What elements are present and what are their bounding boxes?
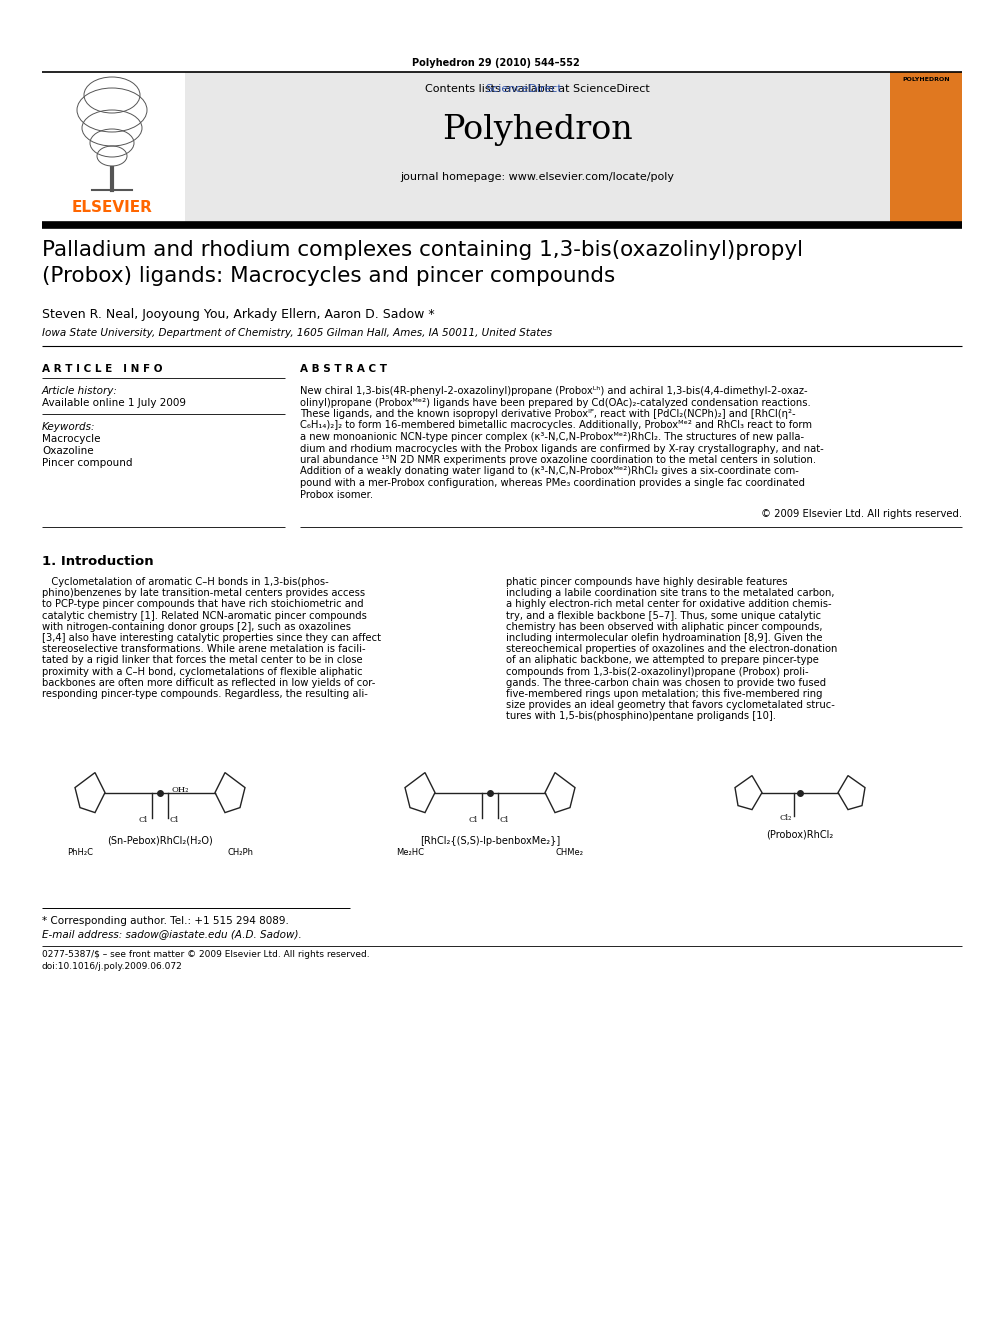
Text: ural abundance ¹⁵N 2D NMR experiments prove oxazoline coordination to the metal : ural abundance ¹⁵N 2D NMR experiments pr…	[300, 455, 816, 464]
Text: phino)benzenes by late transition-metal centers provides access: phino)benzenes by late transition-metal …	[42, 589, 365, 598]
Text: New chiral 1,3-bis(4R-phenyl-2-oxazolinyl)propane (Proboxᴸʰ) and achiral 1,3-bis: New chiral 1,3-bis(4R-phenyl-2-oxazoliny…	[300, 386, 807, 396]
Text: (Sn-Pebox)RhCl₂(H₂O): (Sn-Pebox)RhCl₂(H₂O)	[107, 836, 213, 845]
Text: Macrocycle: Macrocycle	[42, 434, 100, 445]
Text: (Probox)RhCl₂: (Probox)RhCl₂	[767, 830, 833, 840]
Text: PhH₂C: PhH₂C	[67, 848, 93, 856]
Text: dium and rhodium macrocycles with the Probox ligands are confirmed by X-ray crys: dium and rhodium macrocycles with the Pr…	[300, 443, 823, 454]
Text: with nitrogen-containing donor groups [2], such as oxazolines: with nitrogen-containing donor groups [2…	[42, 622, 351, 632]
Text: responding pincer-type compounds. Regardless, the resulting ali-: responding pincer-type compounds. Regard…	[42, 689, 368, 699]
Text: Cl: Cl	[170, 815, 180, 824]
Text: Iowa State University, Department of Chemistry, 1605 Gilman Hall, Ames, IA 50011: Iowa State University, Department of Che…	[42, 328, 553, 337]
Text: Polyhedron: Polyhedron	[442, 114, 633, 146]
Text: Steven R. Neal, Jooyoung You, Arkady Ellern, Aaron D. Sadow *: Steven R. Neal, Jooyoung You, Arkady Ell…	[42, 308, 434, 321]
Text: These ligands, and the known isopropyl derivative Proboxᴵᴾ, react with [PdCl₂(NC: These ligands, and the known isopropyl d…	[300, 409, 796, 419]
Text: [3,4] also have interesting catalytic properties since they can affect: [3,4] also have interesting catalytic pr…	[42, 632, 381, 643]
Text: [RhCl₂{(S,S)-lp-benboxMe₂}]: [RhCl₂{(S,S)-lp-benboxMe₂}]	[420, 836, 560, 845]
Text: Keywords:: Keywords:	[42, 422, 95, 433]
Text: a highly electron-rich metal center for oxidative addition chemis-: a highly electron-rich metal center for …	[506, 599, 831, 610]
Bar	[42, 742, 962, 897]
Text: POLYHEDRON: POLYHEDRON	[902, 77, 949, 82]
Text: CHMe₂: CHMe₂	[556, 848, 584, 856]
Text: journal homepage: www.elsevier.com/locate/poly: journal homepage: www.elsevier.com/locat…	[401, 172, 675, 183]
Text: olinyl)propane (Proboxᴹᵉ²) ligands have been prepared by Cd(OAc)₂-catalyzed cond: olinyl)propane (Proboxᴹᵉ²) ligands have …	[300, 397, 810, 407]
Text: compounds from 1,3-bis(2-oxazolinyl)propane (Probox) proli-: compounds from 1,3-bis(2-oxazolinyl)prop…	[506, 667, 808, 676]
Text: Me₂HC: Me₂HC	[396, 848, 424, 856]
Text: Polyhedron 29 (2010) 544–552: Polyhedron 29 (2010) 544–552	[412, 58, 580, 67]
Text: Cl: Cl	[139, 815, 148, 824]
Text: pound with a mer-Probox configuration, whereas PMe₃ coordination provides a sing: pound with a mer-Probox configuration, w…	[300, 478, 805, 488]
Text: Cl: Cl	[500, 815, 509, 824]
Text: proximity with a C–H bond, cyclometalations of flexible aliphatic: proximity with a C–H bond, cyclometalati…	[42, 667, 363, 676]
Bar	[42, 71, 185, 225]
Text: 0277-5387/$ – see front matter © 2009 Elsevier Ltd. All rights reserved.: 0277-5387/$ – see front matter © 2009 El…	[42, 950, 370, 959]
Text: © 2009 Elsevier Ltd. All rights reserved.: © 2009 Elsevier Ltd. All rights reserved…	[761, 509, 962, 519]
Text: A R T I C L E   I N F O: A R T I C L E I N F O	[42, 364, 163, 374]
Text: five-membered rings upon metalation; this five-membered ring: five-membered rings upon metalation; thi…	[506, 689, 822, 699]
Bar	[890, 71, 962, 225]
Text: Article history:: Article history:	[42, 386, 118, 396]
Text: Cyclometalation of aromatic C–H bonds in 1,3-bis(phos-: Cyclometalation of aromatic C–H bonds in…	[42, 577, 328, 587]
Text: a new monoanionic NCN-type pincer complex (κ³-N,C,N-Proboxᴹᵉ²)RhCl₂. The structu: a new monoanionic NCN-type pincer comple…	[300, 433, 805, 442]
Text: tures with 1,5-bis(phosphino)pentane proligands [10].: tures with 1,5-bis(phosphino)pentane pro…	[506, 712, 776, 721]
Text: Available online 1 July 2009: Available online 1 July 2009	[42, 398, 186, 407]
Text: including a labile coordination site trans to the metalated carbon,: including a labile coordination site tra…	[506, 589, 834, 598]
Text: C₆H₁₄)₂]₂ to form 16-membered bimetallic macrocycles. Additionally, Proboxᴹᵉ² an: C₆H₁₄)₂]₂ to form 16-membered bimetallic…	[300, 421, 812, 430]
Text: Contents lists available at ScienceDirect: Contents lists available at ScienceDirec…	[426, 83, 650, 94]
Text: ScienceDirect: ScienceDirect	[485, 83, 562, 94]
Text: ELSEVIER: ELSEVIER	[71, 200, 153, 216]
Text: catalytic chemistry [1]. Related NCN-aromatic pincer compounds: catalytic chemistry [1]. Related NCN-aro…	[42, 611, 367, 620]
Text: phatic pincer compounds have highly desirable features: phatic pincer compounds have highly desi…	[506, 577, 788, 587]
Text: to PCP-type pincer compounds that have rich stoichiometric and: to PCP-type pincer compounds that have r…	[42, 599, 364, 610]
Text: gands. The three-carbon chain was chosen to provide two fused: gands. The three-carbon chain was chosen…	[506, 677, 826, 688]
Text: stereochemical properties of oxazolines and the electron-donation: stereochemical properties of oxazolines …	[506, 644, 837, 654]
Text: including intermolecular olefin hydroamination [8,9]. Given the: including intermolecular olefin hydroami…	[506, 632, 822, 643]
Text: OH₂: OH₂	[172, 786, 189, 794]
Text: stereoselective transformations. While arene metalation is facili-: stereoselective transformations. While a…	[42, 644, 366, 654]
Text: * Corresponding author. Tel.: +1 515 294 8089.: * Corresponding author. Tel.: +1 515 294…	[42, 916, 289, 926]
Text: size provides an ideal geometry that favors cyclometalated struc-: size provides an ideal geometry that fav…	[506, 700, 835, 710]
Text: Probox isomer.: Probox isomer.	[300, 490, 373, 500]
Text: A B S T R A C T: A B S T R A C T	[300, 364, 387, 374]
Bar	[185, 71, 890, 225]
Text: (Probox) ligands: Macrocycles and pincer compounds: (Probox) ligands: Macrocycles and pincer…	[42, 266, 615, 286]
Text: Pincer compound: Pincer compound	[42, 458, 133, 468]
Text: Addition of a weakly donating water ligand to (κ³-N,C,N-Proboxᴹᵉ²)RhCl₂ gives a : Addition of a weakly donating water liga…	[300, 467, 799, 476]
Text: of an aliphatic backbone, we attempted to prepare pincer-type: of an aliphatic backbone, we attempted t…	[506, 655, 818, 665]
Text: 1. Introduction: 1. Introduction	[42, 556, 154, 568]
Text: Cl: Cl	[469, 815, 478, 824]
Text: chemistry has been observed with aliphatic pincer compounds,: chemistry has been observed with aliphat…	[506, 622, 822, 632]
Text: E-mail address: sadow@iastate.edu (A.D. Sadow).: E-mail address: sadow@iastate.edu (A.D. …	[42, 929, 302, 938]
Text: Cl₂: Cl₂	[780, 814, 792, 822]
Text: doi:10.1016/j.poly.2009.06.072: doi:10.1016/j.poly.2009.06.072	[42, 962, 183, 971]
Text: try, and a flexible backbone [5–7]. Thus, some unique catalytic: try, and a flexible backbone [5–7]. Thus…	[506, 611, 821, 620]
Text: Oxazoline: Oxazoline	[42, 446, 93, 456]
Text: CH₂Ph: CH₂Ph	[227, 848, 253, 856]
Text: Palladium and rhodium complexes containing 1,3-bis(oxazolinyl)propyl: Palladium and rhodium complexes containi…	[42, 239, 803, 261]
Text: tated by a rigid linker that forces the metal center to be in close: tated by a rigid linker that forces the …	[42, 655, 363, 665]
Text: backbones are often more difficult as reflected in low yields of cor-: backbones are often more difficult as re…	[42, 677, 375, 688]
